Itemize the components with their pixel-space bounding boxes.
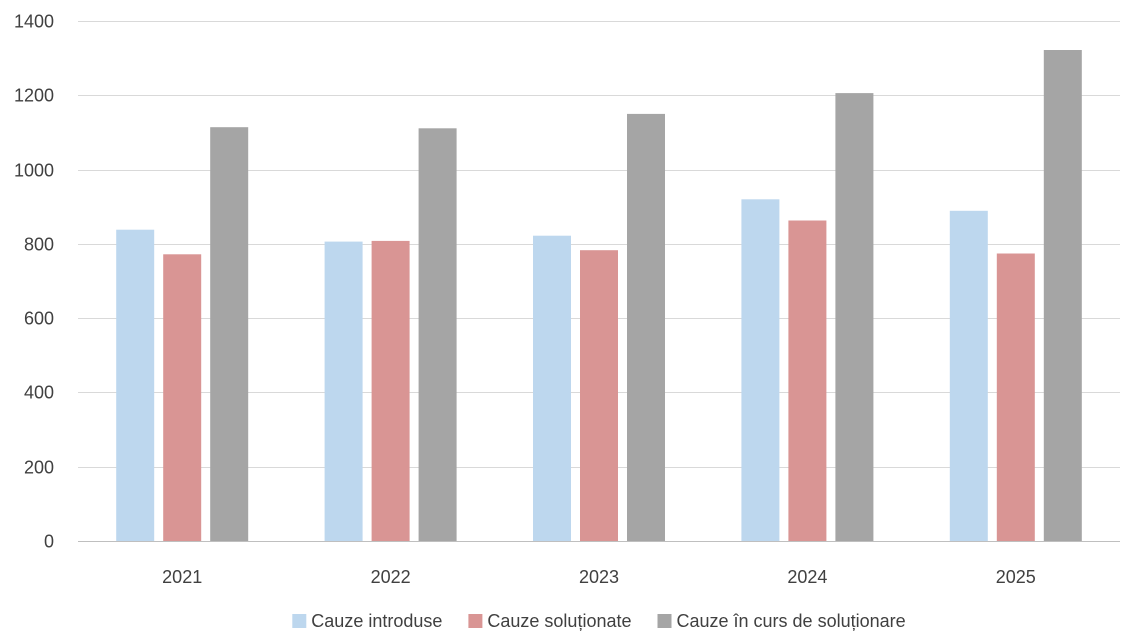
legend-label: Cauze soluționate <box>487 611 631 631</box>
legend-swatch <box>657 614 672 628</box>
bar-cauze-n-curs-de-solu-ionare-2022 <box>418 128 457 542</box>
x-tick-label: 2021 <box>162 567 202 587</box>
bar-cauze-solu-ionate-2021 <box>163 254 202 542</box>
y-tick-label: 0 <box>44 532 54 552</box>
bar-cauze-introduse-2021 <box>116 229 155 541</box>
bar-cauze-n-curs-de-solu-ionare-2023 <box>627 113 665 542</box>
legend-item: Cauze soluționate <box>468 611 632 631</box>
x-tick-label: 2024 <box>787 567 827 587</box>
bar-cauze-n-curs-de-solu-ionare-2025 <box>1043 50 1082 541</box>
legend-swatch <box>292 614 307 628</box>
legend: Cauze introduse Cauze soluționate Cauze în… <box>292 611 906 631</box>
bars <box>116 50 1082 542</box>
y-tick-label: 1000 <box>14 161 54 181</box>
y-axis: 0 200 400 600 800 1000 1200 1400 <box>14 12 54 552</box>
bar-cauze-introduse-2025 <box>949 210 988 542</box>
y-tick-label: 200 <box>24 458 54 478</box>
bar-cauze-n-curs-de-solu-ionare-2024 <box>835 93 874 541</box>
bar-cauze-n-curs-de-solu-ionare-2021 <box>210 127 249 541</box>
bar-cauze-introduse-2022 <box>324 241 363 541</box>
bar-cauze-introduse-2023 <box>533 235 571 541</box>
y-tick-label: 800 <box>24 235 54 255</box>
bar-cauze-solu-ionate-2022 <box>371 240 410 541</box>
legend-swatch <box>468 614 483 628</box>
x-axis: 2021 2022 2023 2024 2025 <box>162 567 1036 587</box>
bar-cauze-solu-ionate-2025 <box>996 253 1035 541</box>
y-tick-label: 1200 <box>14 86 54 106</box>
legend-label: Cauze în curs de soluționare <box>677 611 906 631</box>
bar-cauze-solu-ionate-2024 <box>788 220 827 541</box>
bar-cauze-introduse-2024 <box>741 199 780 542</box>
bar-cauze-solu-ionate-2023 <box>580 250 618 541</box>
x-tick-label: 2022 <box>371 567 411 587</box>
legend-item: Cauze în curs de soluționare <box>657 611 906 631</box>
y-tick-label: 600 <box>24 309 54 329</box>
legend-label: Cauze introduse <box>311 611 442 631</box>
x-tick-label: 2025 <box>996 567 1036 587</box>
legend-item: Cauze introduse <box>292 611 442 631</box>
y-tick-label: 400 <box>24 383 54 403</box>
x-tick-label: 2023 <box>579 567 619 587</box>
y-tick-label: 1400 <box>14 12 54 32</box>
